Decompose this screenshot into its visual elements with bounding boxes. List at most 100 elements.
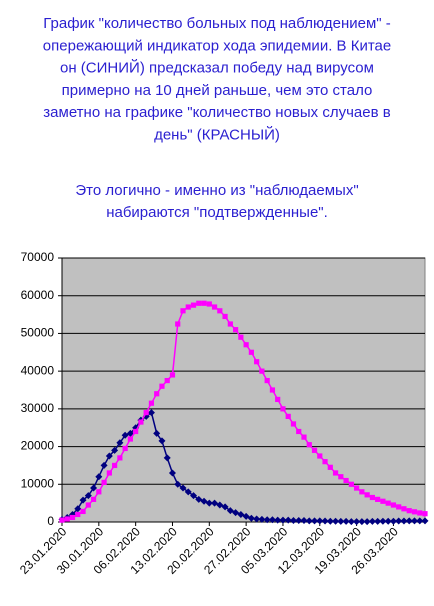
point xyxy=(406,508,412,514)
point xyxy=(84,492,92,500)
point xyxy=(227,321,233,327)
point xyxy=(410,517,418,525)
point xyxy=(321,517,329,525)
y-tick-label: 10000 xyxy=(21,476,55,490)
point xyxy=(222,313,228,320)
point xyxy=(154,391,160,397)
point xyxy=(205,499,213,507)
point xyxy=(147,409,155,417)
point xyxy=(395,517,403,525)
point xyxy=(332,470,339,476)
point xyxy=(126,429,134,437)
point xyxy=(158,437,166,445)
point xyxy=(396,504,402,510)
point xyxy=(422,511,428,517)
point xyxy=(259,368,265,374)
y-tick-label: 20000 xyxy=(21,439,55,453)
point xyxy=(216,501,224,509)
point xyxy=(347,518,355,526)
point xyxy=(264,377,270,384)
point xyxy=(374,517,382,525)
point xyxy=(332,517,340,525)
note-line: набираются "подтвержденные". xyxy=(106,204,328,221)
note-line: примерно на 10 дней раньше, чем это стал… xyxy=(62,82,373,99)
plot-area xyxy=(61,257,426,523)
point xyxy=(311,517,319,525)
series-line xyxy=(61,302,426,521)
point xyxy=(185,304,191,310)
point xyxy=(106,470,112,476)
note-line: он (СИНИЙ) предсказал победу над вирусом xyxy=(60,59,374,77)
point xyxy=(290,421,297,427)
point xyxy=(358,518,366,526)
point xyxy=(226,507,234,515)
point xyxy=(90,496,97,502)
point xyxy=(74,505,82,513)
point xyxy=(80,508,86,515)
point xyxy=(248,349,254,355)
point xyxy=(238,334,244,340)
point xyxy=(280,406,286,412)
point xyxy=(327,464,333,470)
point xyxy=(96,489,102,495)
point xyxy=(206,301,212,307)
point xyxy=(237,510,245,518)
point xyxy=(279,516,287,524)
point xyxy=(401,506,407,512)
point xyxy=(200,497,208,505)
point xyxy=(348,481,354,487)
point xyxy=(316,517,324,525)
point xyxy=(384,517,392,525)
point xyxy=(211,499,219,507)
point xyxy=(190,492,198,500)
point xyxy=(121,431,129,439)
point xyxy=(322,459,328,465)
point xyxy=(79,496,87,504)
point xyxy=(326,517,334,525)
point xyxy=(268,516,276,524)
point xyxy=(306,442,312,448)
y-tick-label: 40000 xyxy=(21,363,55,377)
note-line: день" (КРАСНЫЙ) xyxy=(154,125,280,143)
point xyxy=(232,509,240,517)
point xyxy=(184,488,192,496)
point xyxy=(285,413,291,419)
point xyxy=(95,473,103,481)
point xyxy=(311,447,318,453)
point xyxy=(300,516,308,524)
point xyxy=(389,517,397,525)
point xyxy=(337,517,345,525)
point xyxy=(180,308,186,314)
point xyxy=(163,454,171,462)
point xyxy=(201,300,207,306)
point xyxy=(405,517,413,525)
point xyxy=(274,516,282,524)
point xyxy=(148,400,155,406)
y-tick-label: 0 xyxy=(47,514,54,528)
point xyxy=(421,517,429,525)
point xyxy=(143,410,149,416)
point xyxy=(101,479,107,485)
point xyxy=(105,452,113,460)
point xyxy=(174,480,182,488)
point xyxy=(400,517,408,525)
note-line: опережающий индикатор хода эпидемии. В К… xyxy=(43,37,391,54)
point xyxy=(85,502,91,508)
point xyxy=(416,517,424,525)
point xyxy=(211,304,218,310)
point xyxy=(253,515,261,523)
point xyxy=(122,445,128,452)
point xyxy=(75,511,81,518)
point xyxy=(111,446,119,454)
note-line: График "количество больных под наблюдени… xyxy=(43,15,391,32)
point xyxy=(112,462,118,469)
point xyxy=(127,436,133,442)
point xyxy=(368,517,376,525)
point xyxy=(301,434,307,440)
point xyxy=(175,321,181,327)
point xyxy=(385,500,391,506)
point xyxy=(233,327,239,333)
point xyxy=(338,474,344,480)
point xyxy=(69,514,76,521)
